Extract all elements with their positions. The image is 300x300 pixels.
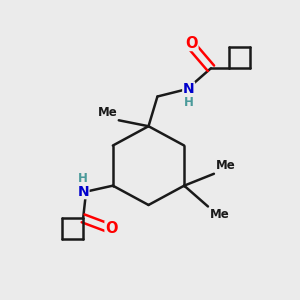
Text: Me: Me bbox=[215, 159, 235, 172]
Text: H: H bbox=[78, 172, 88, 185]
Text: H: H bbox=[184, 96, 194, 109]
Text: N: N bbox=[77, 184, 89, 199]
Text: Me: Me bbox=[98, 106, 117, 119]
Text: Me: Me bbox=[209, 208, 229, 221]
Text: N: N bbox=[183, 82, 194, 96]
Text: O: O bbox=[185, 35, 198, 50]
Text: O: O bbox=[105, 221, 118, 236]
